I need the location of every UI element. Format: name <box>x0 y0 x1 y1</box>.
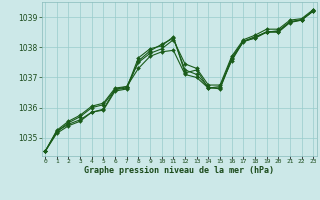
X-axis label: Graphe pression niveau de la mer (hPa): Graphe pression niveau de la mer (hPa) <box>84 166 274 175</box>
